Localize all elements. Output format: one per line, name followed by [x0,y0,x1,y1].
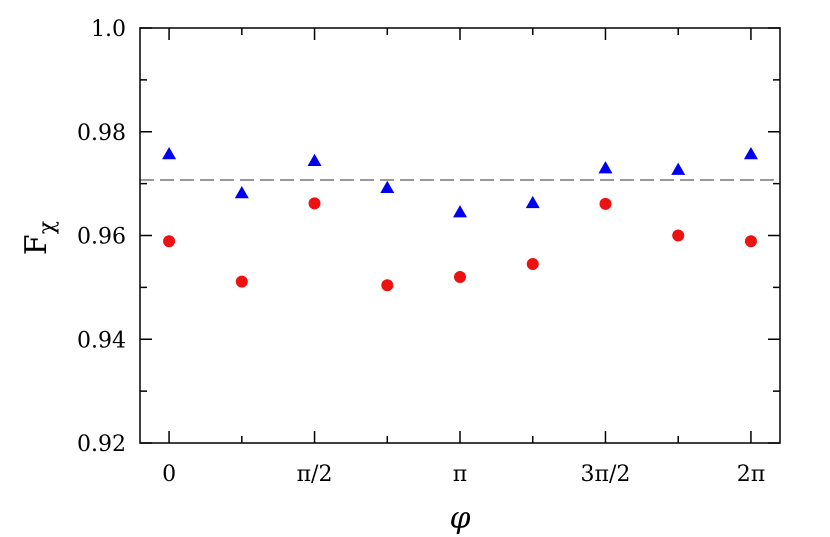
y-axis-label-main: F [19,234,54,255]
circle-point [672,229,685,242]
x-tick-label: 3π/2 [581,462,631,487]
triangle-point [743,147,758,160]
circle-point [235,275,248,288]
triangle-point [234,185,249,199]
x-tick-label: π/2 [297,462,333,487]
circle-point [599,197,612,210]
triangle-point [525,195,540,209]
tick-labels: 0 π/2 π 3π/2 2π 0.92 0.94 0.96 0.98 1.0 [77,17,765,487]
x-tick-label: π [453,462,467,487]
data-points [162,147,758,292]
triangle-point [671,162,686,175]
circle-point [454,271,467,283]
svg-text:Fχ: Fχ [19,221,60,255]
circle-point [308,197,321,210]
x-tick-label: 2π [737,462,765,487]
y-tick-label: 0.98 [77,121,126,146]
triangle-point [307,153,322,167]
plot-frame [139,27,781,444]
y-tick-label: 1.0 [91,17,126,42]
triangle-point [380,180,395,194]
triangle-point [453,205,468,218]
y-axis-label-subscript: χ [35,221,60,234]
circle-point [381,279,394,292]
y-tick-label: 0.92 [77,432,126,457]
triangle-point [598,161,613,174]
triangle-point [162,147,177,160]
y-axis-label: Fχ [19,221,60,255]
x-tick-label: 0 [162,462,176,487]
circle-point [526,258,539,271]
y-tick-label: 0.96 [77,225,126,250]
circle-point [163,235,176,248]
y-tick-label: 0.94 [77,328,126,353]
x-axis-label: φ [449,501,470,536]
circle-point [744,235,757,248]
